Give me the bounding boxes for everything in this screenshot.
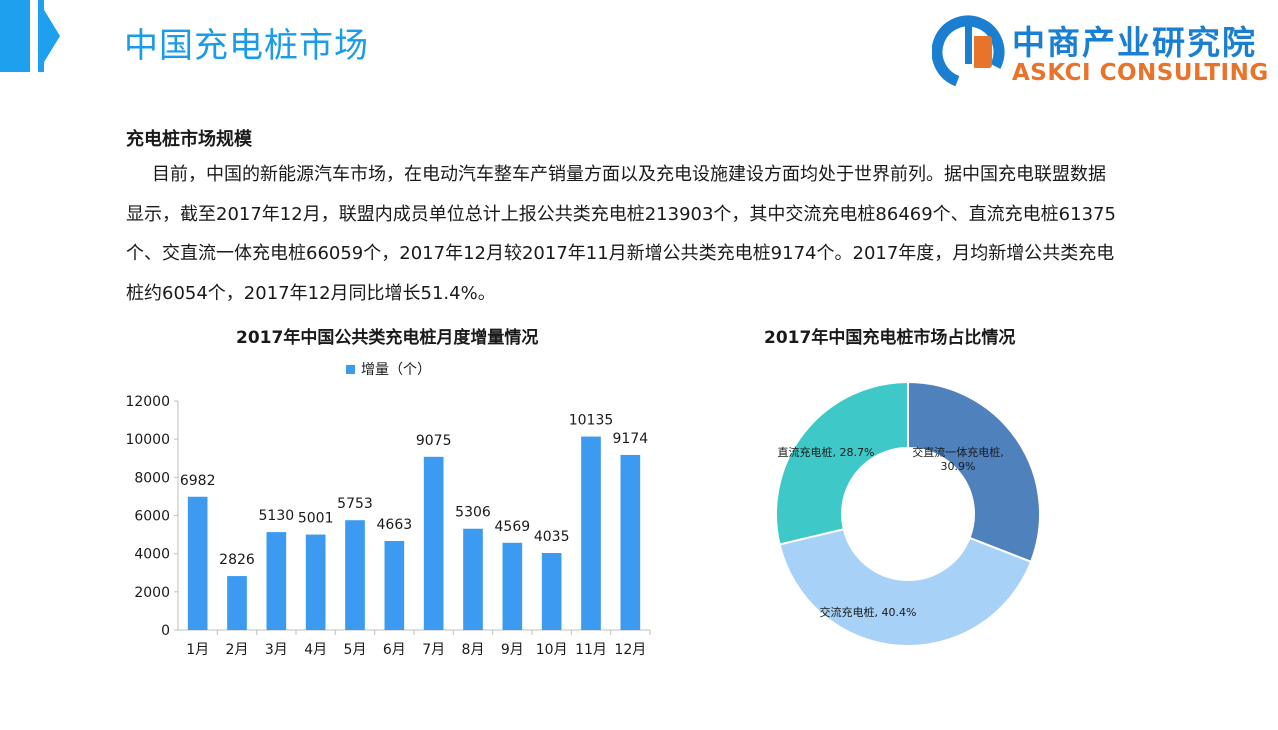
bar-data-label: 10135 — [569, 413, 614, 429]
slice-label: 交流充电桩, 40.4% — [820, 605, 917, 619]
x-tick-label: 5月 — [344, 642, 367, 658]
legend-swatch — [346, 364, 355, 374]
logo-english-text: ASKCI CONSULTING — [1012, 60, 1269, 86]
header-accent-arrow — [38, 0, 60, 72]
x-tick-label: 2月 — [226, 642, 249, 658]
bar-data-label: 2826 — [219, 552, 255, 568]
donut-slice — [907, 380, 1041, 564]
bar-data-label: 9174 — [613, 431, 649, 447]
x-tick-label: 6月 — [383, 642, 406, 658]
bar-chart-title: 2017年中国公共类充电桩月度增量情况 — [236, 328, 539, 348]
x-tick-label: 8月 — [462, 642, 485, 658]
x-tick-label: 10月 — [536, 642, 568, 658]
bar — [423, 456, 444, 630]
bar-chart: 0 2000 4000 6000 8000 10000 12000 6982 1月 2826 2月 5… — [125, 394, 651, 658]
bar — [502, 542, 523, 630]
x-tick-label: 9月 — [501, 642, 524, 658]
logo-mark-icon — [932, 15, 1005, 89]
bar — [620, 454, 641, 630]
donut-slice — [778, 528, 1033, 647]
bar-data-label: 9075 — [416, 433, 452, 449]
page-title: 中国充电桩市场 — [124, 26, 369, 66]
bar-data-label: 6982 — [180, 473, 216, 489]
x-tick-label: 7月 — [422, 642, 445, 658]
bar-data-label: 5306 — [455, 505, 491, 521]
bar — [384, 541, 405, 630]
y-tick-label: 10000 — [125, 432, 170, 448]
bar — [463, 528, 483, 630]
x-tick-label: 11月 — [575, 642, 607, 658]
bar — [541, 552, 562, 630]
x-tick-label: 3月 — [265, 642, 288, 658]
bar-data-label: 5130 — [259, 508, 295, 524]
header-accent-bar — [0, 0, 30, 72]
y-tick-label: 12000 — [125, 394, 170, 410]
donut-slice — [775, 380, 909, 546]
slice-label: 交直流一体充电桩, — [912, 445, 1004, 459]
y-tick-label: 6000 — [134, 509, 170, 525]
donut-chart: 交直流一体充电桩,30.9% 交流充电桩, 40.4% 直流充电桩, 28.7% — [775, 380, 1041, 647]
y-tick-label: 8000 — [134, 470, 170, 486]
company-logo: 中商产业研究院 ASKCI CONSULTING — [932, 14, 1272, 90]
bar — [581, 436, 601, 630]
bar-data-label: 5001 — [298, 511, 334, 527]
bar — [305, 534, 326, 630]
logo-chinese-text: 中商产业研究院 — [1012, 23, 1257, 62]
bar — [345, 520, 365, 630]
slice-label: 直流充电桩, 28.7% — [778, 445, 875, 459]
legend-label: 增量（个） — [361, 362, 431, 378]
y-tick-label: 4000 — [134, 547, 170, 563]
pie-chart-title: 2017年中国充电桩市场占比情况 — [764, 328, 1016, 348]
body-paragraph: 目前，中国的新能源汽车市场，在电动汽车整车产销量方面以及充电设施建设方面均处于世… — [126, 164, 1116, 304]
bar-data-label: 4569 — [495, 519, 531, 535]
y-tick-label: 2000 — [134, 585, 170, 601]
y-tick-label: 0 — [161, 623, 170, 639]
slice-percent: 30.9% — [941, 460, 976, 473]
x-tick-label: 12月 — [614, 642, 646, 658]
bar-data-label: 5753 — [337, 496, 373, 512]
bar — [187, 496, 208, 630]
bar — [266, 532, 287, 630]
bar-data-label: 4663 — [377, 517, 413, 533]
section-title: 充电桩市场规模 — [126, 129, 252, 150]
bar — [227, 576, 247, 630]
bar-chart-legend: 增量（个） — [346, 359, 431, 379]
x-tick-label: 1月 — [186, 642, 209, 658]
bar-data-label: 4035 — [534, 529, 570, 545]
x-tick-label: 4月 — [304, 642, 327, 658]
